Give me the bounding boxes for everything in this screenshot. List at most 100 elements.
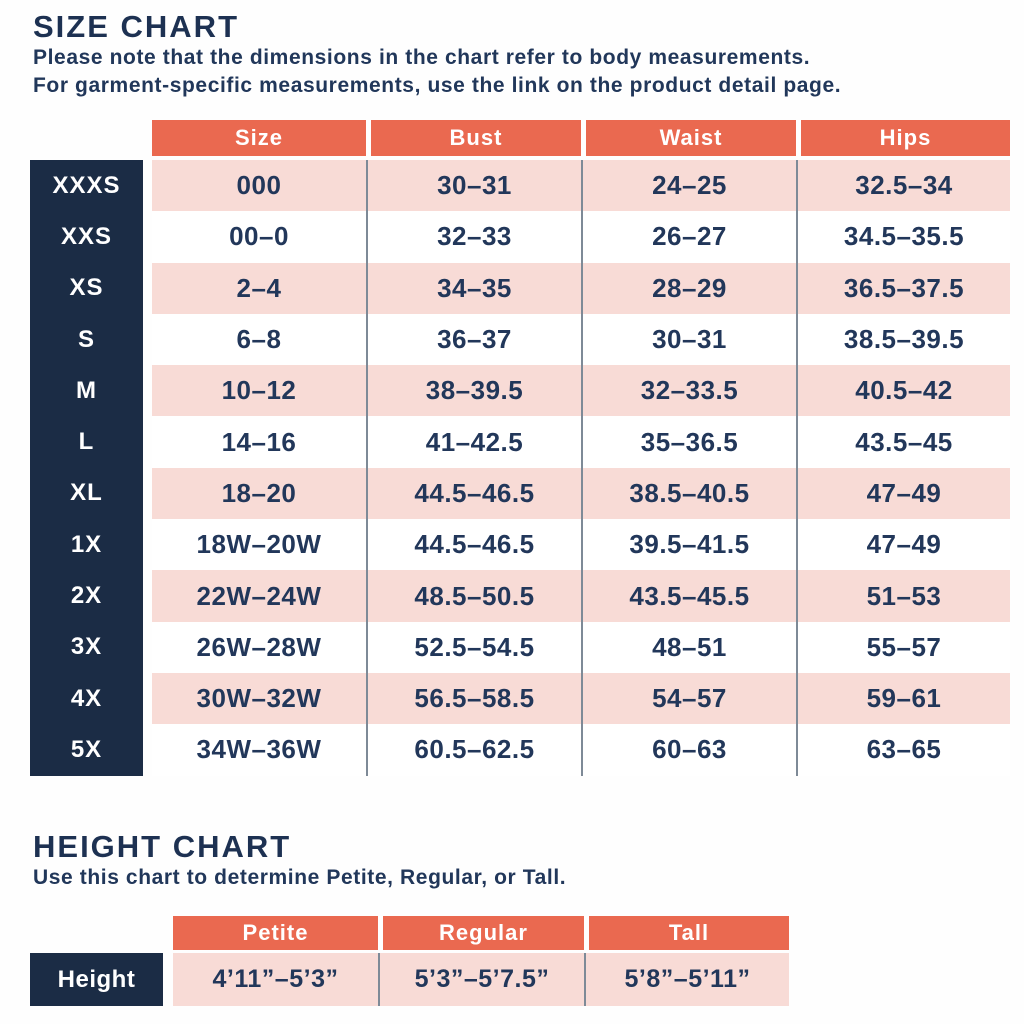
size-chart-header-row: Size Bust Waist Hips <box>30 120 1010 156</box>
size-chart-cell-bust: 34–35 <box>366 262 581 314</box>
size-chart-cell-size: 18W–20W <box>152 519 366 571</box>
size-chart-row: 1X 18W–20W 44.5–46.5 39.5–41.5 47–49 <box>30 519 1010 571</box>
size-chart-cell-size: 26W–28W <box>152 621 366 673</box>
size-chart-cell-hips: 55–57 <box>796 621 1010 673</box>
size-chart-cell-hips: 63–65 <box>796 724 1010 776</box>
size-chart-row-label: XL <box>30 467 143 520</box>
column-gap <box>143 160 152 211</box>
size-chart-subtitle: Please note that the dimensions in the c… <box>33 44 841 100</box>
size-chart-row-label: L <box>30 416 143 468</box>
height-chart-cell-petite: 4’11”–5’3” <box>173 953 378 1006</box>
size-chart-row: XL 18–20 44.5–46.5 38.5–40.5 47–49 <box>30 467 1010 520</box>
size-chart-cell-waist: 30–31 <box>581 313 796 366</box>
size-chart-row: XXS 00–0 32–33 26–27 34.5–35.5 <box>30 211 1010 263</box>
size-chart-cell-bust: 32–33 <box>366 211 581 263</box>
size-chart-cell-bust: 38–39.5 <box>366 365 581 417</box>
height-chart-header-tall: Tall <box>584 916 789 950</box>
height-chart-cell-tall: 5’8”–5’11” <box>584 953 789 1006</box>
column-gap <box>143 724 152 775</box>
size-chart-cell-waist: 60–63 <box>581 724 796 776</box>
height-chart-subtitle: Use this chart to determine Petite, Regu… <box>33 866 567 889</box>
size-chart-subtitle-line1: Please note that the dimensions in the c… <box>33 46 811 69</box>
size-chart-cell-bust: 44.5–46.5 <box>366 519 581 571</box>
size-chart-cell-bust: 56.5–58.5 <box>366 672 581 725</box>
size-chart-cell-waist: 39.5–41.5 <box>581 519 796 571</box>
size-chart-cell-size: 6–8 <box>152 313 366 366</box>
size-chart-row-label: 1X <box>30 519 143 571</box>
size-chart-header-bust: Bust <box>366 120 581 156</box>
height-chart-row: Height 4’11”–5’3” 5’3”–5’7.5” 5’8”–5’11” <box>30 953 789 1006</box>
size-chart-cell-bust: 36–37 <box>366 313 581 366</box>
size-chart-header-hips: Hips <box>796 120 1010 156</box>
size-chart-header-waist: Waist <box>581 120 796 156</box>
size-chart-cell-hips: 38.5–39.5 <box>796 313 1010 366</box>
size-chart-table: Size Bust Waist Hips XXXS 000 30–31 24–25 32… <box>30 120 1010 776</box>
height-chart-header-spacer <box>30 916 173 950</box>
size-chart-cell-size: 18–20 <box>152 467 366 520</box>
column-gap <box>143 314 152 365</box>
column-gap <box>143 570 152 621</box>
size-chart-cell-bust: 30–31 <box>366 160 581 212</box>
size-chart-row-label: 4X <box>30 672 143 725</box>
size-chart-row-label: XS <box>30 262 143 314</box>
size-chart-subtitle-line2: For garment-specific measurements, use t… <box>33 74 842 97</box>
size-chart-row-label: S <box>30 313 143 366</box>
size-chart-row-label: 5X <box>30 724 143 776</box>
height-chart-header-row: Petite Regular Tall <box>30 916 789 950</box>
column-gap <box>143 519 152 570</box>
column-gap <box>143 622 152 673</box>
column-gap <box>143 416 152 467</box>
size-chart-row: 3X 26W–28W 52.5–54.5 48–51 55–57 <box>30 621 1010 673</box>
size-chart-row-label: XXS <box>30 211 143 263</box>
column-gap <box>143 263 152 314</box>
size-chart-cell-hips: 32.5–34 <box>796 160 1010 212</box>
size-chart-cell-waist: 35–36.5 <box>581 416 796 468</box>
size-chart-cell-size: 30W–32W <box>152 672 366 725</box>
size-chart-cell-hips: 43.5–45 <box>796 416 1010 468</box>
size-chart-row-label: 3X <box>30 621 143 673</box>
size-chart-cell-waist: 48–51 <box>581 621 796 673</box>
size-chart-cell-waist: 54–57 <box>581 672 796 725</box>
size-chart-cell-size: 00–0 <box>152 211 366 263</box>
height-chart-cell-regular: 5’3”–5’7.5” <box>378 953 584 1006</box>
column-gap <box>143 365 152 416</box>
size-chart-cell-bust: 41–42.5 <box>366 416 581 468</box>
size-chart-row: L 14–16 41–42.5 35–36.5 43.5–45 <box>30 416 1010 468</box>
size-chart-cell-bust: 60.5–62.5 <box>366 724 581 776</box>
size-chart-cell-size: 000 <box>152 160 366 212</box>
size-chart-header-size: Size <box>152 120 366 156</box>
size-chart-cell-waist: 24–25 <box>581 160 796 212</box>
column-gap <box>163 953 173 1006</box>
size-chart-row: S 6–8 36–37 30–31 38.5–39.5 <box>30 313 1010 366</box>
size-chart-cell-waist: 26–27 <box>581 211 796 263</box>
height-chart-title: HEIGHT CHART <box>33 829 292 864</box>
size-chart-cell-hips: 36.5–37.5 <box>796 262 1010 314</box>
size-chart-row: M 10–12 38–39.5 32–33.5 40.5–42 <box>30 365 1010 417</box>
size-chart-cell-hips: 47–49 <box>796 519 1010 571</box>
height-chart-header-petite: Petite <box>173 916 378 950</box>
size-chart-row: XS 2–4 34–35 28–29 36.5–37.5 <box>30 262 1010 314</box>
size-chart-cell-hips: 34.5–35.5 <box>796 211 1010 263</box>
size-chart-cell-size: 10–12 <box>152 365 366 417</box>
column-gap <box>143 673 152 724</box>
size-chart-header-spacer <box>30 120 152 156</box>
size-chart-cell-waist: 43.5–45.5 <box>581 570 796 622</box>
size-chart-row: 2X 22W–24W 48.5–50.5 43.5–45.5 51–53 <box>30 570 1010 622</box>
size-chart-cell-size: 22W–24W <box>152 570 366 622</box>
size-chart-title: SIZE CHART <box>33 9 239 44</box>
size-chart-cell-bust: 48.5–50.5 <box>366 570 581 622</box>
size-chart-cell-waist: 28–29 <box>581 262 796 314</box>
size-chart-cell-hips: 51–53 <box>796 570 1010 622</box>
size-chart-cell-hips: 59–61 <box>796 672 1010 725</box>
size-chart-cell-waist: 32–33.5 <box>581 365 796 417</box>
column-gap <box>143 468 152 519</box>
column-gap <box>143 211 152 262</box>
height-chart-row-label: Height <box>30 953 163 1006</box>
size-chart-row-label: M <box>30 365 143 417</box>
size-chart-row-label: XXXS <box>30 160 143 212</box>
size-chart-cell-bust: 44.5–46.5 <box>366 467 581 520</box>
size-chart-cell-size: 14–16 <box>152 416 366 468</box>
size-chart-cell-waist: 38.5–40.5 <box>581 467 796 520</box>
size-chart-cell-hips: 40.5–42 <box>796 365 1010 417</box>
height-chart-table: Petite Regular Tall Height 4’11”–5’3” 5’… <box>30 916 789 1006</box>
